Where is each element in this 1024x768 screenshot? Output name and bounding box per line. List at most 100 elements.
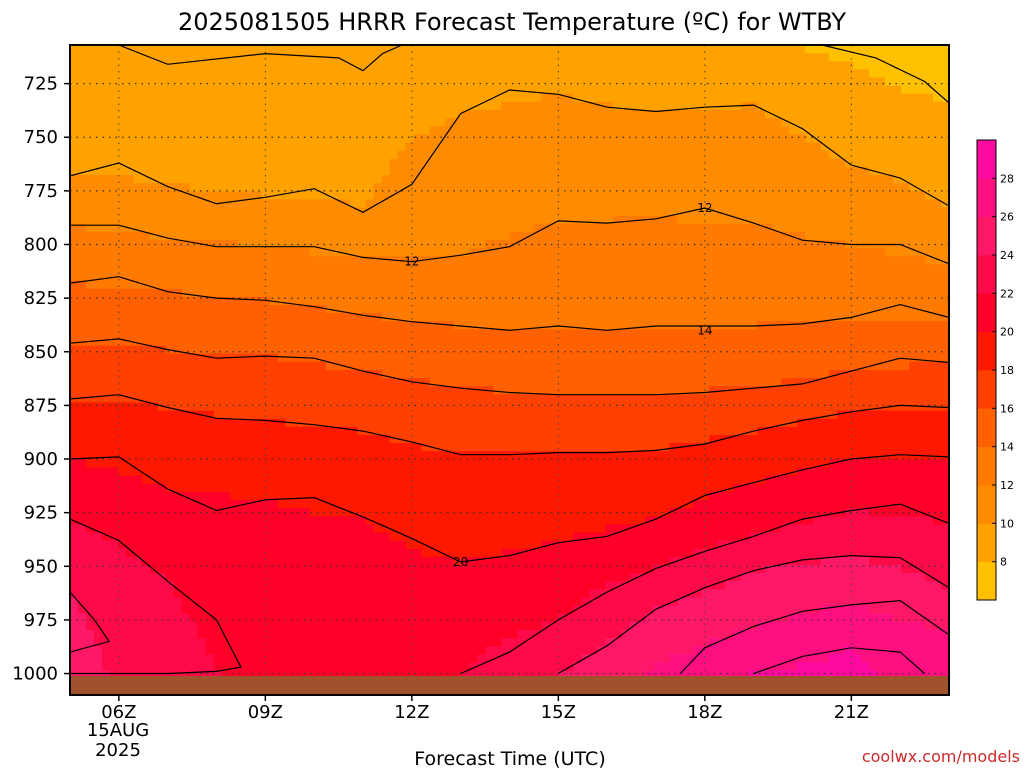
temperature-cell — [405, 426, 415, 436]
temperature-cell — [173, 459, 183, 469]
temperature-cell — [213, 621, 223, 631]
temperature-cell — [381, 646, 391, 655]
temperature-cell — [173, 256, 183, 265]
temperature-cell — [541, 613, 551, 623]
temperature-cell — [181, 418, 191, 428]
temperature-cell — [365, 199, 375, 209]
temperature-cell — [461, 630, 471, 639]
temperature-cell — [277, 654, 287, 664]
temperature-cell — [117, 85, 127, 95]
temperature-cell — [277, 118, 287, 127]
temperature-cell — [485, 101, 495, 111]
temperature-cell — [405, 61, 415, 70]
temperature-cell — [493, 223, 503, 233]
temperature-cell — [229, 451, 239, 460]
temperature-cell — [109, 435, 119, 444]
temperature-cell — [181, 231, 191, 241]
temperature-cell — [125, 69, 135, 79]
temperature-cell — [213, 524, 223, 534]
temperature-cell — [245, 459, 255, 469]
temperature-cell — [373, 565, 383, 574]
temperature-cell — [173, 93, 183, 103]
temperature-cell — [213, 556, 223, 566]
temperature-cell — [485, 207, 495, 217]
temperature-cell — [397, 305, 407, 314]
temperature-cell — [93, 613, 103, 623]
temperature-cell — [517, 248, 527, 257]
temperature-cell — [325, 85, 335, 95]
temperature-cell — [565, 305, 575, 314]
temperature-cell — [421, 646, 431, 655]
temperature-cell — [533, 394, 543, 404]
temperature-cell — [445, 508, 455, 517]
temperature-cell — [141, 516, 151, 525]
temperature-cell — [285, 662, 295, 672]
temperature-cell — [285, 53, 295, 62]
temperature-cell — [117, 370, 127, 379]
temperature-cell — [237, 207, 247, 217]
temperature-cell — [333, 670, 343, 680]
temperature-cell — [221, 435, 231, 444]
temperature-cell — [349, 491, 359, 501]
temperature-cell — [461, 483, 471, 493]
temperature-cell — [437, 215, 447, 225]
temperature-cell — [245, 573, 255, 582]
temperature-cell — [125, 183, 135, 192]
temperature-cell — [269, 670, 279, 680]
temperature-cell — [181, 426, 191, 436]
temperature-cell — [237, 101, 247, 111]
temperature-cell — [181, 150, 191, 160]
temperature-cell — [109, 101, 119, 111]
temperature-cell — [333, 361, 343, 371]
temperature-cell — [221, 223, 231, 233]
temperature-cell — [381, 508, 391, 517]
temperature-cell — [357, 313, 367, 322]
temperature-cell — [309, 183, 319, 192]
temperature-cell — [165, 548, 175, 558]
temperature-cell — [229, 500, 239, 509]
temperature-cell — [77, 581, 87, 590]
temperature-cell — [117, 248, 127, 257]
temperature-cell — [173, 540, 183, 550]
temperature-cell — [381, 426, 391, 436]
temperature-cell — [189, 353, 199, 363]
temperature-cell — [501, 459, 511, 469]
temperature-cell — [549, 118, 559, 127]
temperature-cell — [549, 166, 559, 176]
temperature-cell — [317, 556, 327, 566]
temperature-cell — [349, 296, 359, 306]
temperature-cell — [549, 85, 559, 95]
temperature-cell — [525, 491, 535, 501]
temperature-cell — [517, 313, 527, 322]
temperature-cell — [461, 646, 471, 655]
temperature-cell — [77, 110, 87, 119]
temperature-cell — [325, 654, 335, 664]
temperature-cell — [109, 305, 119, 314]
temperature-cell — [469, 215, 479, 225]
temperature-cell — [501, 337, 511, 347]
temperature-cell — [453, 69, 463, 79]
temperature-cell — [85, 313, 95, 322]
temperature-cell — [453, 410, 463, 420]
temperature-cell — [141, 565, 151, 574]
temperature-cell — [357, 223, 367, 233]
temperature-cell — [277, 53, 287, 62]
temperature-cell — [349, 45, 359, 54]
temperature-cell — [437, 532, 447, 542]
temperature-cell — [325, 443, 335, 452]
temperature-cell — [157, 256, 167, 265]
temperature-cell — [285, 410, 295, 420]
temperature-cell — [397, 329, 407, 339]
temperature-cell — [477, 483, 487, 493]
temperature-cell — [109, 126, 119, 135]
temperature-cell — [549, 296, 559, 306]
temperature-cell — [357, 150, 367, 160]
temperature-cell — [525, 69, 535, 79]
temperature-cell — [373, 248, 383, 257]
temperature-cell — [349, 240, 359, 249]
temperature-cell — [197, 61, 207, 70]
temperature-cell — [501, 207, 511, 217]
temperature-cell — [461, 370, 471, 379]
temperature-cell — [341, 394, 351, 404]
temperature-cell — [525, 158, 535, 168]
